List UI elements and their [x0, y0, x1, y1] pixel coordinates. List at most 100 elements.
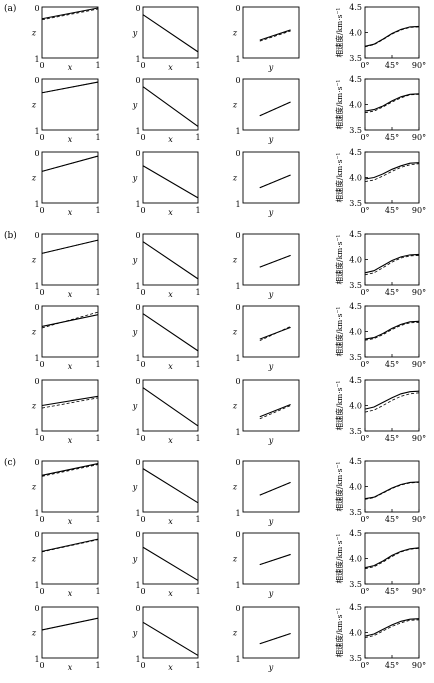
y-tick-label: 1	[235, 282, 240, 291]
y-axis-label: z	[232, 402, 238, 411]
panel-frame	[364, 78, 420, 131]
y-tick-label: 0	[34, 530, 39, 539]
y-tick-label: 4.5	[349, 148, 362, 157]
model-line-solid	[142, 468, 199, 504]
y-tick-label: 1	[34, 200, 39, 209]
x-axis-label: x	[168, 517, 173, 526]
panel-frame	[142, 233, 199, 286]
panel-frame	[142, 532, 199, 585]
y-axis-label: y	[132, 256, 138, 265]
x-tick-label: 1	[195, 434, 200, 443]
x-axis-label: x	[68, 208, 73, 217]
x-tick-label: 1	[195, 206, 200, 215]
x-tick-label: 0°	[360, 661, 369, 670]
y-axis-label: z	[31, 483, 37, 492]
x-axis-label: x	[68, 290, 73, 299]
x-tick-label: 90°	[412, 661, 426, 670]
y-tick-label: 4.0	[349, 174, 362, 183]
y-tick-label: 0	[34, 149, 39, 158]
panel-frame	[142, 78, 199, 131]
model-line-dashed	[259, 405, 291, 420]
y-tick-label: 1	[34, 282, 39, 291]
model-line-solid	[142, 387, 199, 427]
y-tick-label: 0	[135, 303, 140, 312]
x-axis-label: x	[68, 517, 73, 526]
panel-frame	[364, 379, 420, 432]
x-tick-label: 45°	[385, 434, 399, 443]
y-tick-label: 0	[135, 76, 140, 85]
x-tick-label: 45°	[385, 360, 399, 369]
velocity-curve-dashed	[364, 26, 420, 48]
y-tick-label: 4.5	[349, 457, 362, 466]
x-tick-label: 45°	[385, 515, 399, 524]
model-line-dashed	[259, 30, 291, 42]
y-tick-label: 0	[135, 377, 140, 386]
x-tick-label: 0	[39, 288, 44, 297]
y-tick-label: 1	[34, 428, 39, 437]
x-tick-label: 1	[95, 133, 100, 142]
y-axis-label: y	[132, 29, 138, 38]
panel-frame	[41, 606, 99, 659]
velocity-curve-dashed	[364, 255, 420, 276]
x-axis-label: y	[268, 589, 274, 598]
x-axis-label: x	[68, 63, 73, 72]
x-tick-label: 1	[195, 360, 200, 369]
x-tick-label: 90°	[412, 360, 426, 369]
panel-frame	[364, 606, 420, 659]
y-tick-label: 0	[235, 76, 240, 85]
x-tick-label: 0°	[360, 360, 369, 369]
panel-frame	[242, 6, 300, 59]
velocity-curve-solid	[364, 481, 420, 500]
x-tick-label: 0°	[360, 133, 369, 142]
model-line-solid	[41, 7, 99, 20]
y-axis-label: z	[232, 555, 238, 564]
x-tick-label: 0°	[360, 515, 369, 524]
y-tick-label: 1	[235, 581, 240, 590]
y-tick-label: 0	[34, 76, 39, 85]
x-tick-label: 0	[140, 206, 145, 215]
y-tick-label: 0	[235, 149, 240, 158]
y-tick-label: 4.0	[349, 256, 362, 265]
x-tick-label: 1	[95, 61, 100, 70]
velocity-curve-dashed	[364, 392, 420, 413]
panel-frame	[41, 379, 99, 432]
x-axis-label: x	[168, 663, 173, 672]
model-line-solid	[142, 313, 199, 352]
x-axis-label: y	[268, 63, 274, 72]
model-line-dashed	[41, 8, 99, 21]
y-tick-label: 4.0	[349, 402, 362, 411]
panel-frame	[242, 78, 300, 131]
y-tick-label: 0	[235, 530, 240, 539]
velocity-curve-solid	[364, 618, 420, 637]
model-line-solid	[142, 621, 199, 656]
x-tick-label: 0	[39, 434, 44, 443]
x-tick-label: 90°	[412, 587, 426, 596]
panel-frame	[41, 305, 99, 358]
y-axis-label: z	[232, 629, 238, 638]
y-axis-label: y	[132, 402, 138, 411]
y-tick-label: 4.0	[349, 629, 362, 638]
x-tick-label: 1	[195, 61, 200, 70]
y-tick-label: 4.5	[349, 529, 362, 538]
y-tick-label: 1	[135, 581, 140, 590]
model-line-solid	[41, 81, 99, 94]
panel-frame	[242, 379, 300, 432]
y-tick-label: 1	[235, 55, 240, 64]
velocity-curve-dashed	[364, 482, 420, 500]
x-axis-label: x	[68, 135, 73, 144]
y-tick-label: 1	[135, 127, 140, 136]
x-axis-label: y	[268, 135, 274, 144]
y-tick-label: 4.0	[349, 555, 362, 564]
x-tick-label: 0	[39, 61, 44, 70]
model-line-solid	[259, 101, 291, 117]
model-line-solid	[142, 546, 199, 581]
y-tick-label: 0	[135, 458, 140, 467]
x-tick-label: 90°	[412, 288, 426, 297]
y-axis-label: z	[232, 29, 238, 38]
y-axis-label: z	[31, 174, 37, 183]
y-tick-label: 1	[135, 200, 140, 209]
y-tick-label: 4.5	[349, 603, 362, 612]
panel-frame	[142, 6, 199, 59]
x-tick-label: 45°	[385, 288, 399, 297]
x-tick-label: 90°	[412, 434, 426, 443]
